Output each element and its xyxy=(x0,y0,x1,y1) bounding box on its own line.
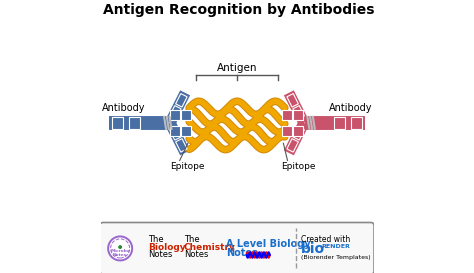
Bar xyxy=(293,110,303,120)
Text: (Biorender Templates): (Biorender Templates) xyxy=(301,256,371,260)
Text: Antibody: Antibody xyxy=(102,103,146,113)
Text: Microbe: Microbe xyxy=(110,249,130,253)
Bar xyxy=(176,139,187,152)
Bar xyxy=(293,126,303,136)
Text: Antibody: Antibody xyxy=(328,103,372,113)
Bar xyxy=(129,117,140,129)
Bar xyxy=(282,110,292,120)
Text: The: The xyxy=(184,235,200,244)
Bar xyxy=(112,117,123,129)
Text: Epitope: Epitope xyxy=(170,162,205,171)
Text: Biology: Biology xyxy=(148,243,186,251)
Bar xyxy=(287,139,298,152)
Bar xyxy=(181,126,191,136)
Bar xyxy=(334,117,345,129)
Text: A Level Biology: A Level Biology xyxy=(226,239,310,248)
Circle shape xyxy=(110,239,130,258)
Bar xyxy=(176,94,187,107)
FancyBboxPatch shape xyxy=(100,222,374,273)
Text: The: The xyxy=(148,235,164,244)
Text: Antigen: Antigen xyxy=(217,63,257,73)
Text: RENDER: RENDER xyxy=(321,244,350,249)
Text: Notes: Notes xyxy=(184,250,208,259)
Bar xyxy=(293,106,304,119)
Bar xyxy=(351,117,362,129)
Bar xyxy=(170,126,180,136)
Bar xyxy=(293,127,304,140)
Text: Notes: Notes xyxy=(148,250,173,259)
Bar xyxy=(170,127,181,140)
Text: bio: bio xyxy=(301,242,325,256)
Text: Notes: Notes xyxy=(113,253,128,257)
Circle shape xyxy=(108,236,132,260)
Bar xyxy=(287,94,298,107)
Bar xyxy=(170,110,180,120)
Bar xyxy=(282,126,292,136)
Text: Notes: Notes xyxy=(226,248,258,258)
Bar xyxy=(170,106,181,119)
Text: Created with: Created with xyxy=(301,235,350,244)
Text: Antigen Recognition by Antibodies: Antigen Recognition by Antibodies xyxy=(103,3,375,17)
Circle shape xyxy=(118,245,122,249)
Bar xyxy=(181,110,191,120)
Text: Epitope: Epitope xyxy=(281,162,315,171)
Text: Chemistry: Chemistry xyxy=(184,243,236,251)
